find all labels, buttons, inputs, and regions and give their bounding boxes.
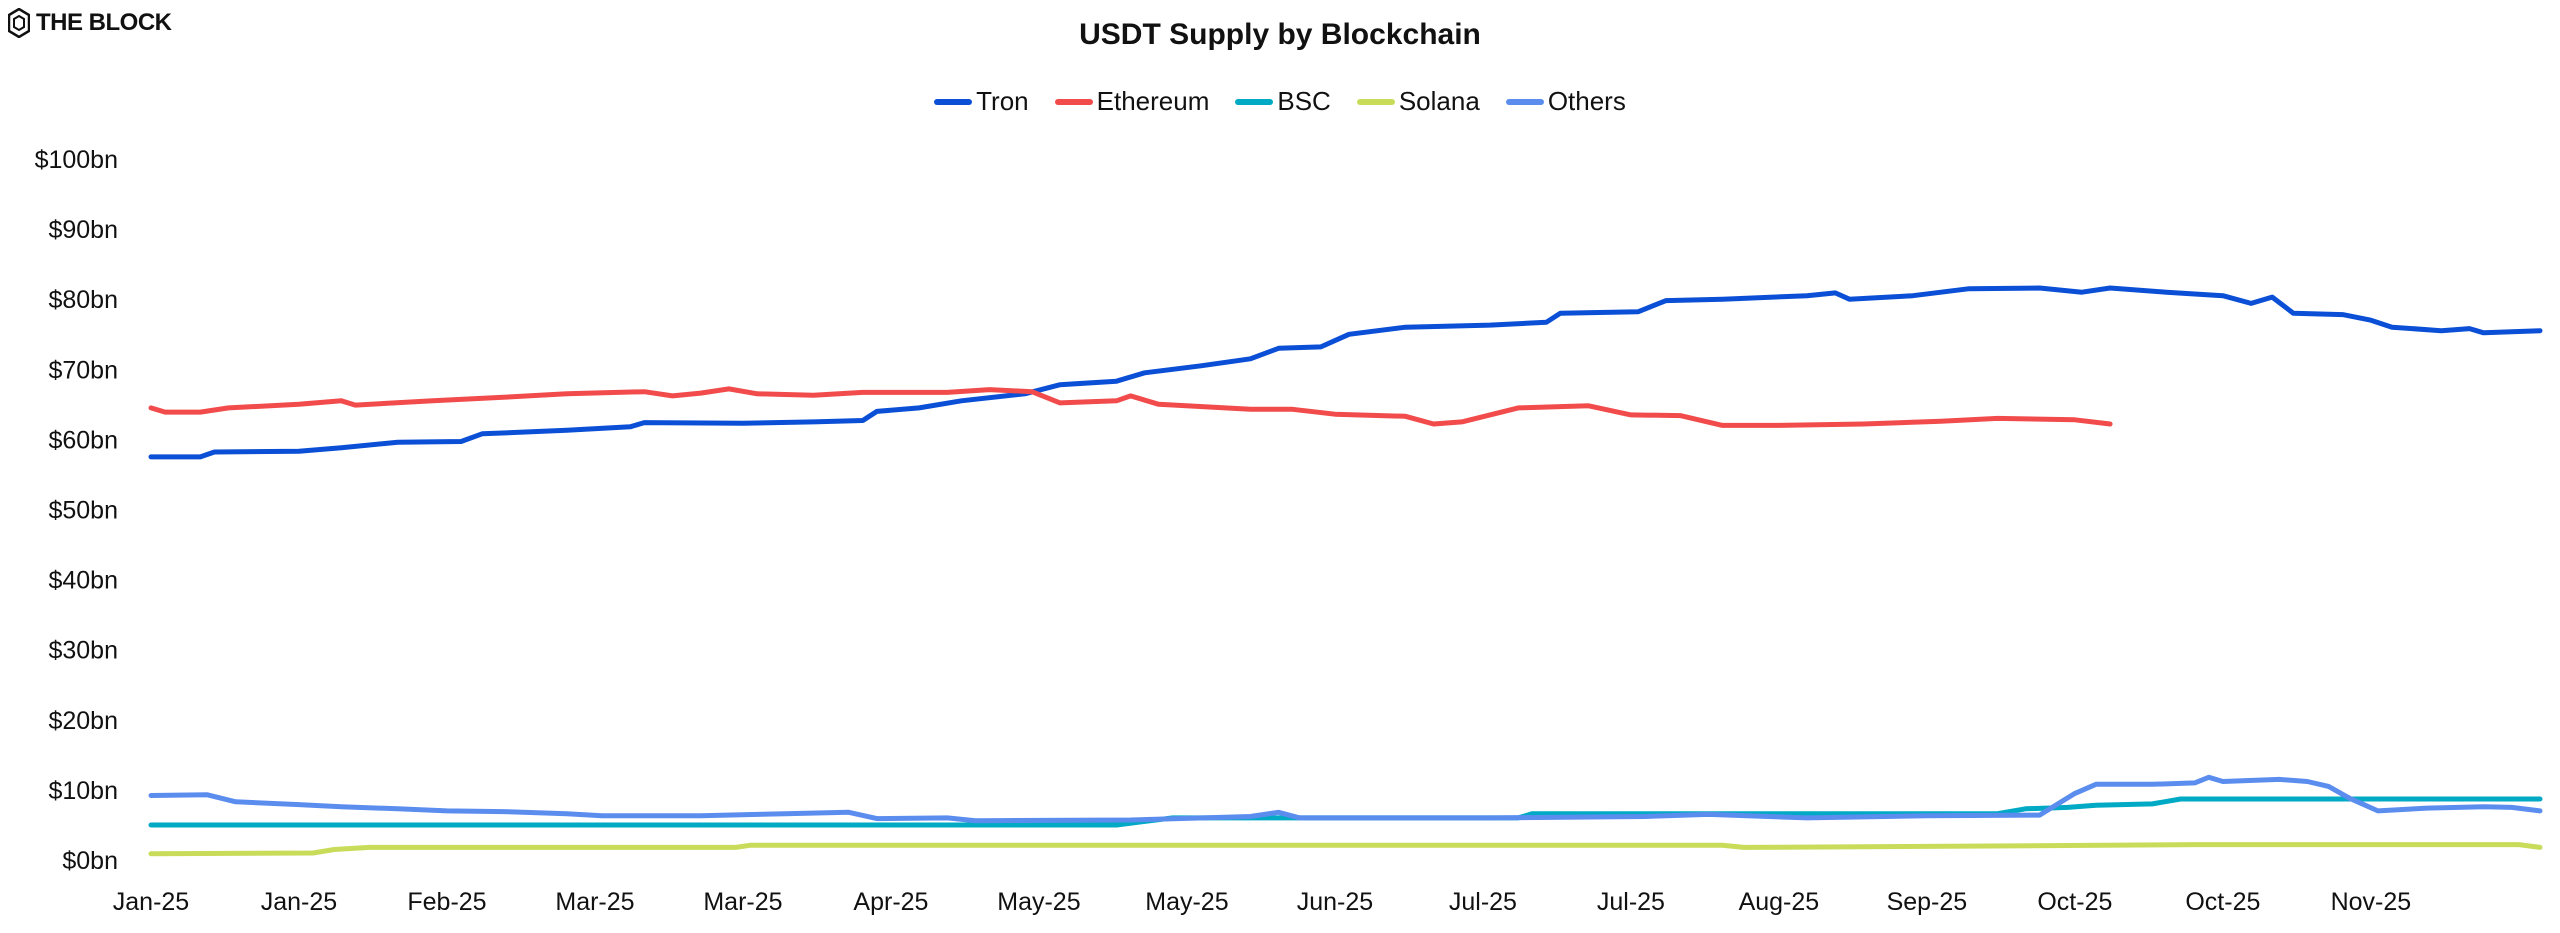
x-tick-label: Jan-25: [261, 888, 337, 916]
legend-swatch: [934, 98, 973, 105]
logo-text: THE BLOCK: [36, 9, 172, 36]
legend-label: Others: [1547, 86, 1626, 116]
y-tick-label: $60bn: [48, 426, 118, 454]
x-tick-label: Aug-25: [1739, 888, 1820, 916]
ethereum-line: [148, 386, 2113, 428]
legend-item-ethereum[interactable]: Ethereum: [1054, 86, 1210, 117]
x-tick-label: Jun-25: [1297, 888, 1373, 916]
y-tick-label: $20bn: [48, 707, 118, 735]
x-tick-label: Oct-25: [2037, 888, 2112, 916]
series-ethereum: [148, 386, 2113, 428]
y-tick-label: $100bn: [35, 146, 118, 174]
the-block-logo: THE BLOCK: [8, 8, 172, 38]
y-tick-label: $40bn: [48, 567, 118, 595]
legend-swatch: [1356, 98, 1395, 105]
x-tick-label: Jul-25: [1597, 888, 1665, 916]
y-tick-label: $90bn: [48, 216, 118, 244]
legend-item-tron[interactable]: Tron: [934, 86, 1029, 117]
x-tick-label: Sep-25: [1887, 888, 1968, 916]
x-tick-label: Jul-25: [1449, 888, 1517, 916]
y-tick-label: $50bn: [48, 497, 118, 525]
legend-swatch: [1235, 98, 1274, 105]
legend-item-solana[interactable]: Solana: [1356, 86, 1480, 117]
x-tick-label: Mar-25: [555, 888, 634, 916]
y-tick-label: $10bn: [48, 777, 118, 805]
others-line: [148, 774, 2543, 824]
y-tick-label: $70bn: [48, 356, 118, 384]
x-tick-label: Apr-25: [853, 888, 928, 916]
series-others: [148, 774, 2543, 824]
x-tick-label: Mar-25: [703, 888, 782, 916]
y-tick-label: $0bn: [62, 847, 118, 875]
legend-label: BSC: [1277, 86, 1331, 116]
legend-label: Ethereum: [1096, 86, 1210, 116]
legend-item-others[interactable]: Others: [1505, 86, 1626, 117]
x-tick-label: May-25: [1145, 888, 1228, 916]
x-tick-label: Nov-25: [2331, 888, 2412, 916]
chart-title: USDT Supply by Blockchain: [1079, 18, 1481, 51]
legend-swatch: [1054, 98, 1093, 105]
legend: Tron Ethereum BSC Solana Others: [0, 86, 2560, 117]
hexagon-logo-icon: [8, 8, 30, 38]
x-tick-label: Feb-25: [407, 888, 486, 916]
series-tron: [148, 285, 2543, 460]
legend-swatch: [1505, 98, 1544, 105]
solana-line: [148, 842, 2543, 857]
legend-label: Tron: [976, 86, 1029, 116]
y-tick-label: $30bn: [48, 637, 118, 665]
legend-item-bsc[interactable]: BSC: [1235, 86, 1331, 117]
x-tick-label: Jan-25: [113, 888, 189, 916]
tron-line: [148, 285, 2543, 460]
x-tick-label: Oct-25: [2185, 888, 2260, 916]
x-tick-label: May-25: [997, 888, 1080, 916]
legend-label: Solana: [1398, 86, 1480, 116]
y-tick-label: $80bn: [48, 286, 118, 314]
series-solana: [148, 842, 2543, 857]
